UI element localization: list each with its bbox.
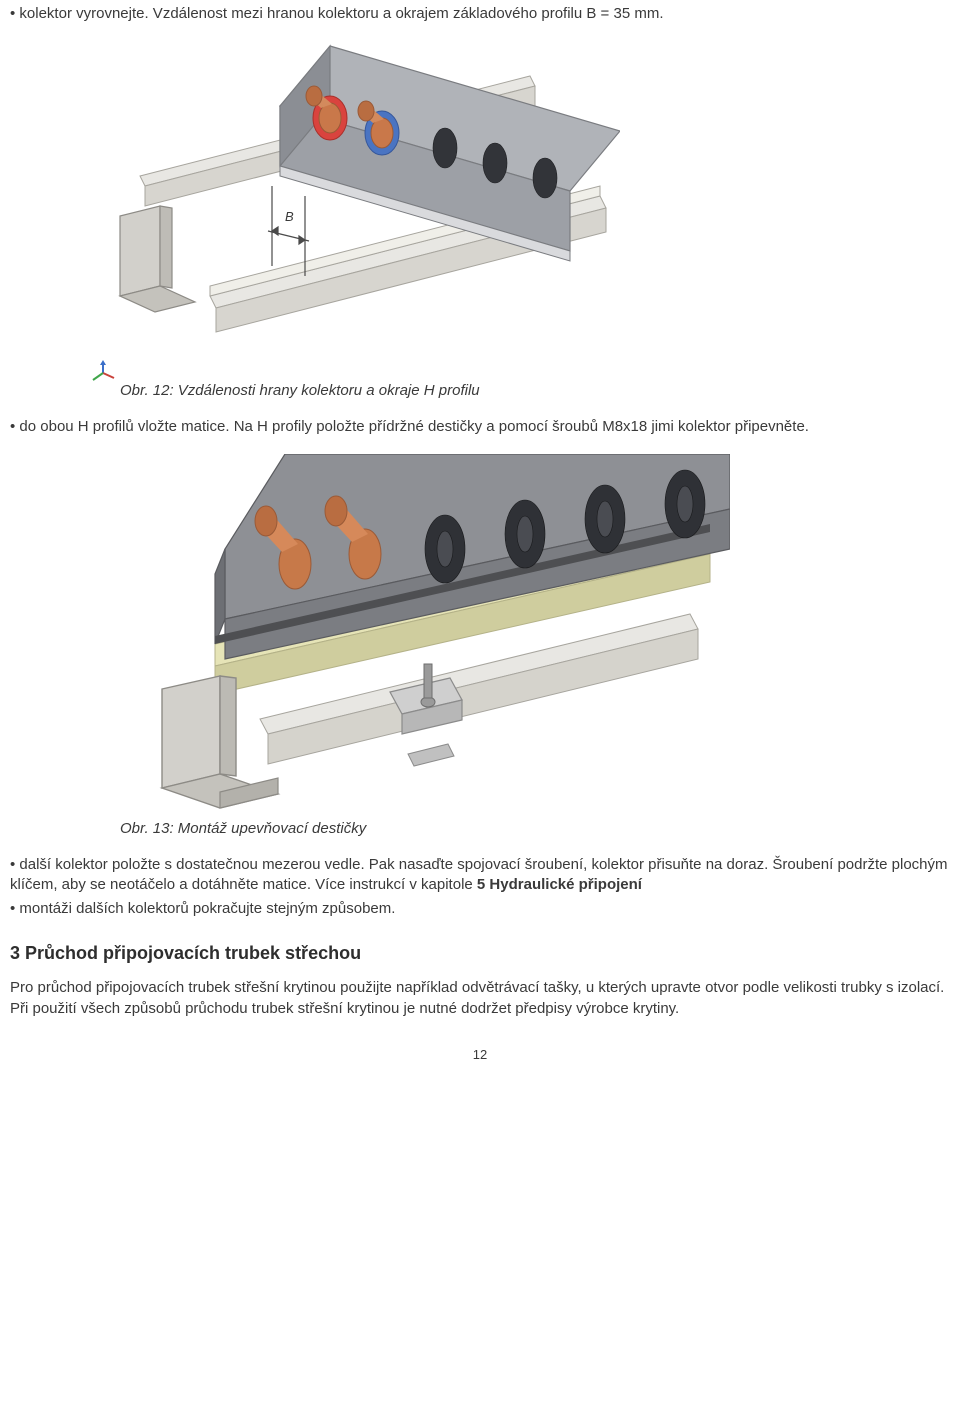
figure-12-caption: Obr. 12: Vzdálenosti hrany kolektoru a o… [120,382,950,399]
axis-icon [90,360,116,386]
intro-bullet: • kolektor vyrovnejte. Vzdálenost mezi h… [10,4,950,24]
figure-12: B [100,36,620,376]
figure-13 [130,454,730,814]
page-number: 12 [10,1047,950,1062]
figure-13-caption: Obr. 13: Montáž upevňovací destičky [120,820,950,837]
mid-bullet: • do obou H profilů vložte matice. Na H … [10,417,950,437]
section-heading: 3 Průchod připojovacích trubek střechou [10,943,950,964]
bullet-4: • montáži dalších kolektorů pokračujte s… [10,899,950,919]
svg-text:B: B [285,209,294,224]
bullet-3: • další kolektor položte s dostatečnou m… [10,855,950,896]
bullet-3-bold: 5 Hydraulické připojení [477,876,642,893]
body-paragraph: Pro průchod připojovacích trubek střešní… [10,978,950,1019]
